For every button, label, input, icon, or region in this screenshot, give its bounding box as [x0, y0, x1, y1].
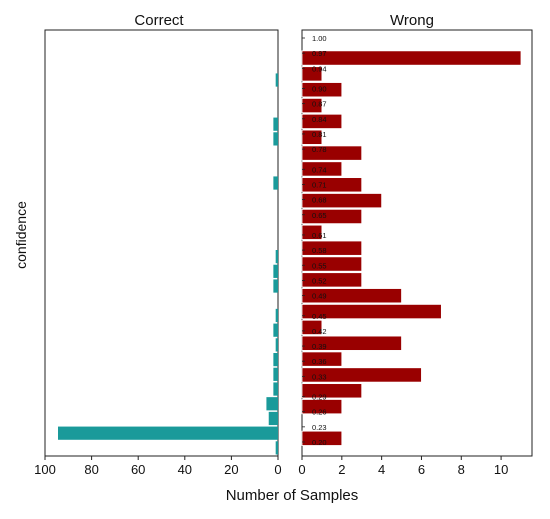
- x-tick-label: 6: [418, 462, 425, 477]
- tick-label: 0.49: [312, 292, 327, 301]
- correct-bar: [273, 323, 278, 337]
- x-axis-label: Number of Samples: [226, 487, 359, 504]
- correct-bar: [273, 382, 278, 396]
- wrong-bar: [301, 145, 363, 161]
- wrong-bar: [301, 97, 323, 114]
- correct-bar: [273, 132, 278, 146]
- tick-label: 0.90: [312, 85, 327, 94]
- tick-label: 0.45: [312, 312, 327, 321]
- tick-label: 0.33: [312, 372, 327, 381]
- wrong-bar: [301, 113, 343, 129]
- wrong-bar: [301, 224, 323, 240]
- left-panel-frame: [44, 29, 279, 457]
- tick-label: 0.65: [312, 211, 327, 220]
- tick-label: 0.71: [312, 180, 327, 189]
- right-panel-title: Wrong: [390, 12, 434, 29]
- confidence-tick-labels: 1.00 0.97 0.94 0.90 0.87 0.84 0.81 0.78 0.74 0.71…: [302, 34, 327, 447]
- tick-label: 1.00: [312, 34, 327, 43]
- x-tick-label: 20: [224, 462, 238, 477]
- tick-label: 0.58: [312, 246, 327, 255]
- correct-bar: [273, 176, 278, 190]
- wrong-x-ticks: 0 2 4 6 8 10: [298, 456, 508, 477]
- tick-label: 0.78: [312, 145, 327, 154]
- correct-x-ticks: 100 80 60 40 20 0: [34, 456, 282, 477]
- wrong-bar: [301, 129, 323, 145]
- x-tick-label: 0: [298, 462, 305, 477]
- wrong-bar: [301, 319, 323, 335]
- wrong-bars: [301, 50, 522, 446]
- wrong-bar: [301, 335, 402, 351]
- x-tick-label: 100: [34, 462, 56, 477]
- wrong-bar: [301, 240, 363, 256]
- tick-label: 0.61: [312, 231, 327, 240]
- wrong-bar: [301, 351, 343, 367]
- correct-bar: [273, 117, 278, 131]
- tick-label: 0.20: [312, 438, 327, 447]
- x-tick-label: 60: [131, 462, 145, 477]
- tick-label: 0.68: [312, 196, 327, 205]
- x-tick-label: 40: [178, 462, 192, 477]
- x-tick-label: 8: [458, 462, 465, 477]
- correct-bar: [273, 367, 278, 381]
- tick-label: 0.52: [312, 276, 327, 285]
- correct-bar: [268, 411, 278, 426]
- tick-label: 0.26: [312, 408, 327, 417]
- wrong-bar: [301, 430, 343, 446]
- correct-bar: [275, 338, 278, 352]
- wrong-bar: [301, 272, 363, 288]
- tick-label: 0.81: [312, 130, 327, 139]
- tick-label: 0.29: [312, 393, 327, 402]
- wrong-bar: [301, 383, 363, 399]
- correct-bar: [273, 353, 278, 367]
- x-tick-label: 80: [84, 462, 98, 477]
- correct-bar: [275, 73, 278, 87]
- wrong-bar: [301, 82, 343, 98]
- correct-bar: [273, 264, 278, 278]
- x-tick-label: 4: [378, 462, 385, 477]
- left-panel-title: Correct: [134, 12, 184, 29]
- correct-bar: [58, 426, 278, 440]
- wrong-bar: [301, 208, 363, 225]
- correct-bar: [266, 397, 278, 411]
- wrong-bar: [301, 367, 422, 383]
- tick-label: 0.23: [312, 423, 327, 432]
- x-tick-label: 10: [494, 462, 508, 477]
- tick-label: 0.74: [312, 165, 327, 174]
- y-axis-label: confidence: [13, 201, 29, 269]
- tick-label: 0.94: [312, 64, 327, 73]
- correct-bars: [58, 73, 278, 455]
- wrong-bar: [301, 256, 363, 272]
- tick-label: 0.84: [312, 115, 327, 124]
- tick-label: 0.42: [312, 327, 327, 336]
- x-tick-label: 0: [274, 462, 281, 477]
- tick-label: 0.39: [312, 342, 327, 351]
- correct-bar: [275, 308, 278, 323]
- correct-bar: [275, 250, 278, 264]
- wrong-bar: [301, 399, 343, 415]
- wrong-bar: [301, 50, 522, 66]
- wrong-bar: [301, 66, 323, 82]
- tick-label: 0.87: [312, 100, 327, 109]
- tick-label: 0.36: [312, 357, 327, 366]
- correct-bar: [275, 441, 278, 455]
- tick-label: 0.97: [312, 49, 327, 58]
- tick-label: 0.55: [312, 261, 327, 270]
- correct-bar: [273, 279, 278, 293]
- wrong-bar: [301, 177, 363, 193]
- x-tick-label: 2: [338, 462, 345, 477]
- wrong-bar: [301, 303, 442, 320]
- wrong-bar: [301, 193, 383, 209]
